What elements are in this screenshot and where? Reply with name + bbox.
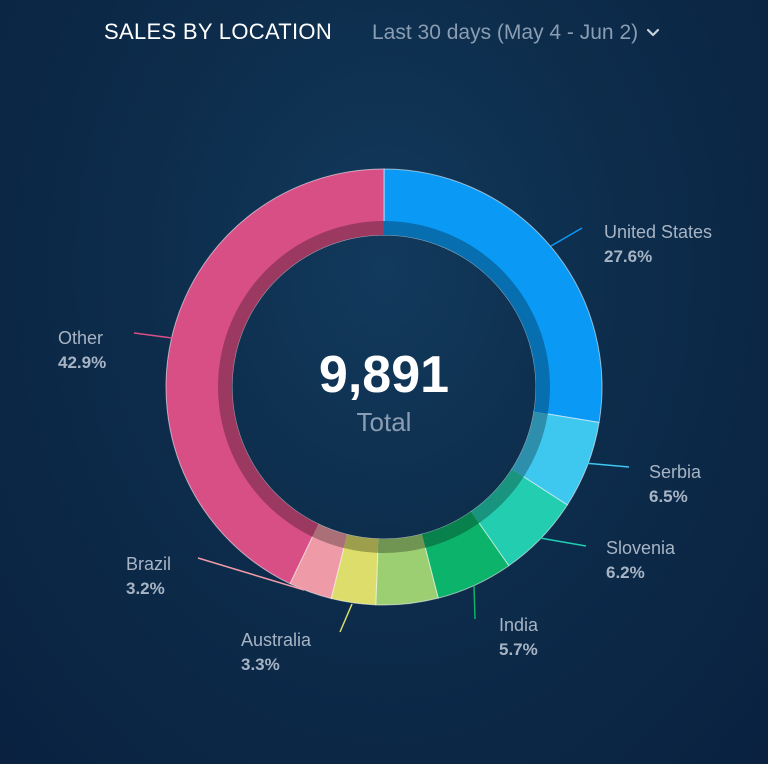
date-range-label: Last 30 days (May 4 - Jun 2) [372,21,639,44]
label-name-united-states: United States [604,222,712,242]
date-range-dropdown[interactable]: Last 30 days (May 4 - Jun 2) [372,21,660,45]
label-name-serbia: Serbia [649,462,702,482]
label-name-other: Other [58,328,103,348]
label-percent-australia: 3.3% [241,655,280,674]
label-name-brazil: Brazil [126,554,171,574]
leader-line-serbia [583,462,630,468]
chevron-down-icon [647,28,660,37]
slice-shadow-slovenia [471,469,524,524]
label-name-india: India [499,615,539,635]
leader-line-brazil [197,557,305,591]
slice-shadow-australia [343,534,379,553]
label-percent-serbia: 6.5% [649,487,688,506]
leader-line-other [133,332,173,339]
donut-inner-shadow [218,221,550,553]
slice-shadow-brazil [312,524,348,549]
label-name-slovenia: Slovenia [606,538,676,558]
slice-labels: United States 27.6% Serbia 6.5% Slovenia 6.2%… [58,222,712,674]
slice-shadow-united-states [384,221,550,414]
slice-shadow-slice-4 [377,534,426,553]
chart-title: SALES BY LOCATION [104,19,333,44]
slice-shadow-serbia [511,411,548,477]
leader-line-australia [339,603,353,633]
label-percent-united-states: 27.6% [604,247,652,266]
leader-line-india [473,585,476,620]
chart-header: SALES BY LOCATION Last 30 days (May 4 - … [0,0,768,70]
label-percent-slovenia: 6.2% [606,563,645,582]
label-percent-other: 42.9% [58,353,106,372]
slice-shadow-india [421,511,480,548]
total-value: 9,891 [319,346,449,404]
slice-other[interactable] [165,168,385,585]
total-label: Total [357,407,412,437]
label-percent-brazil: 3.2% [126,579,165,598]
leader-line-slovenia [539,537,587,547]
label-name-australia: Australia [241,630,312,650]
leader-line-united-states [550,227,583,247]
leader-lines [133,227,630,633]
label-percent-india: 5.7% [499,640,538,659]
